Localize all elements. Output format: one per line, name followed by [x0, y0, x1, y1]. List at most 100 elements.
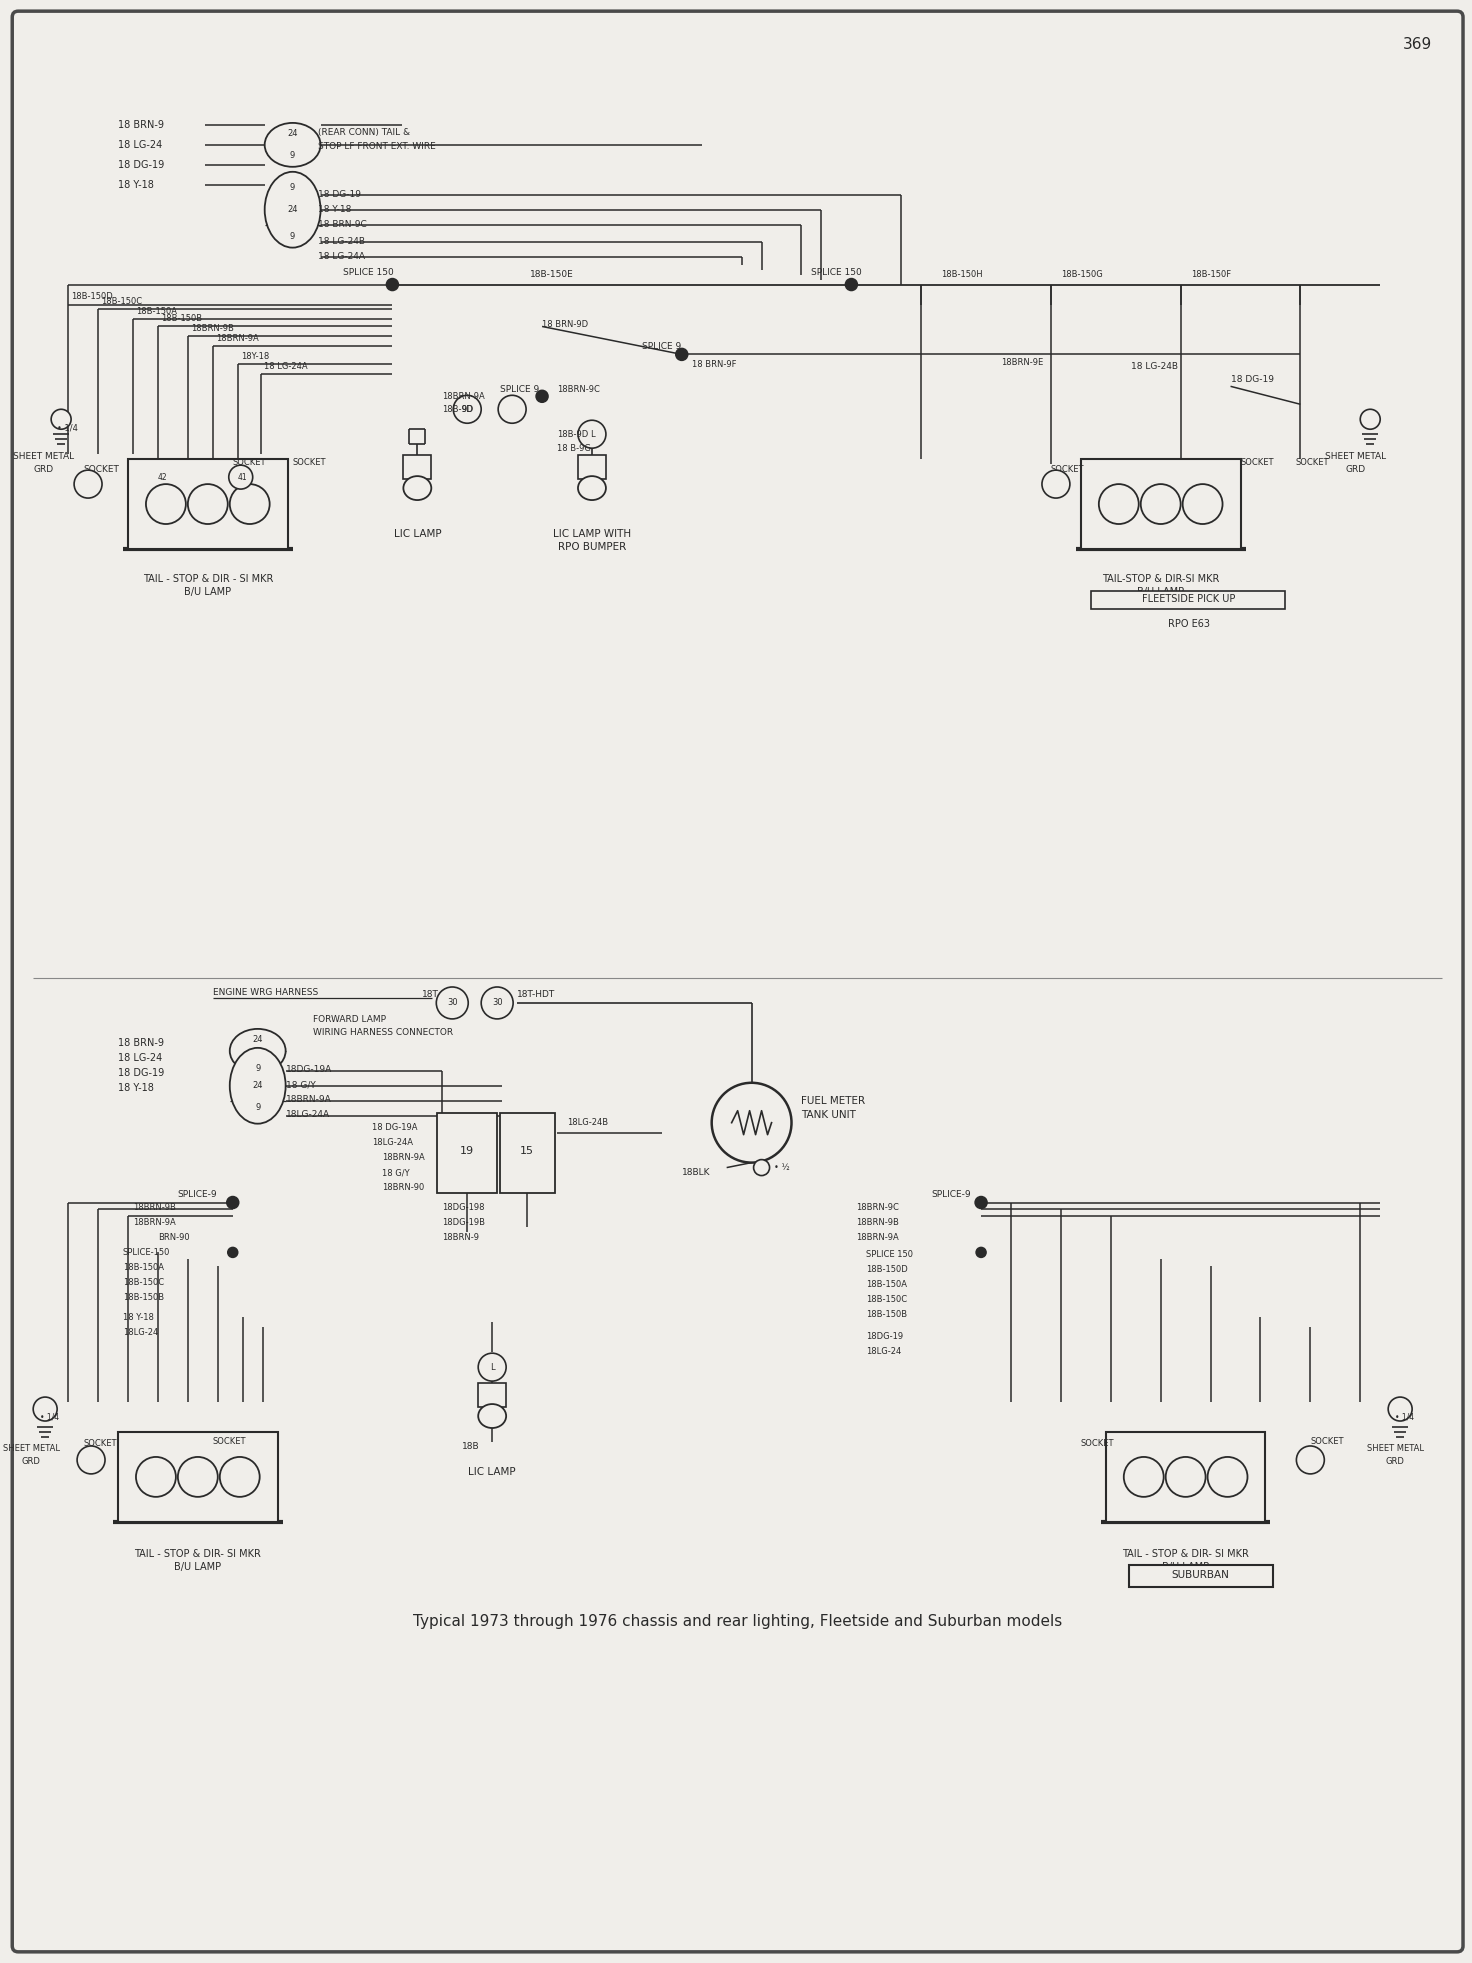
Text: 18LG-24A: 18LG-24A: [372, 1139, 414, 1146]
Text: SUBURBAN: SUBURBAN: [1172, 1570, 1229, 1580]
Text: 18 LG-24: 18 LG-24: [118, 139, 162, 149]
Bar: [118, 1431, 278, 1521]
Text: 18 BRN-9: 18 BRN-9: [118, 120, 163, 130]
Text: B/U LAMP: B/U LAMP: [174, 1563, 221, 1572]
Text: 18 DG-19: 18 DG-19: [118, 1068, 165, 1078]
Ellipse shape: [265, 173, 321, 247]
Circle shape: [676, 347, 687, 361]
Text: 30: 30: [492, 999, 502, 1007]
Text: 18BLK: 18BLK: [682, 1168, 711, 1178]
Text: 18BRN-9B: 18BRN-9B: [857, 1217, 899, 1227]
Text: 18 BRN-9: 18 BRN-9: [118, 1038, 163, 1048]
Text: SPLICE-9: SPLICE-9: [178, 1190, 218, 1199]
Text: • ½: • ½: [774, 1164, 789, 1172]
Circle shape: [1297, 1447, 1325, 1474]
Text: 18BRN-9C: 18BRN-9C: [556, 385, 601, 395]
Text: 18 Y-18: 18 Y-18: [318, 206, 350, 214]
Text: 9: 9: [290, 151, 296, 161]
Text: 18B-150E: 18B-150E: [530, 271, 574, 279]
Text: 18B-150A: 18B-150A: [124, 1262, 163, 1272]
Text: 18BRN-9: 18BRN-9: [442, 1233, 480, 1243]
Text: 18B-150H: 18B-150H: [941, 271, 983, 279]
Text: SPLICE-150: SPLICE-150: [124, 1248, 171, 1256]
Text: FUEL METER: FUEL METER: [801, 1095, 866, 1105]
Ellipse shape: [578, 477, 606, 501]
Bar: [128, 459, 287, 550]
Text: 18BRN-9B: 18BRN-9B: [191, 324, 234, 334]
Bar: [403, 455, 431, 479]
Text: 18 LG-24B: 18 LG-24B: [1130, 361, 1178, 371]
Text: (REAR CONN) TAIL &: (REAR CONN) TAIL &: [318, 128, 409, 137]
Text: 18 LG-24: 18 LG-24: [118, 1052, 162, 1062]
Text: 18 DG-19: 18 DG-19: [1231, 375, 1273, 385]
Text: 18B: 18B: [462, 1443, 480, 1451]
Text: SOCKET: SOCKET: [1051, 465, 1085, 473]
Text: L: L: [590, 430, 595, 438]
Circle shape: [746, 1139, 757, 1148]
Circle shape: [219, 1457, 259, 1498]
Circle shape: [146, 485, 185, 524]
Text: Typical 1973 through 1976 chassis and rear lighting, Fleetside and Suburban mode: Typical 1973 through 1976 chassis and re…: [414, 1614, 1063, 1629]
Text: B/U LAMP: B/U LAMP: [1161, 1563, 1209, 1572]
Text: WIRING HARNESS CONNECTOR: WIRING HARNESS CONNECTOR: [312, 1029, 453, 1036]
Text: 18DG-19A: 18DG-19A: [286, 1066, 331, 1074]
Circle shape: [754, 1160, 770, 1176]
Text: 18B-150B: 18B-150B: [867, 1309, 907, 1319]
Text: SOCKET: SOCKET: [1295, 457, 1329, 467]
Text: SHEET METAL: SHEET METAL: [13, 451, 74, 461]
Text: SOCKET: SOCKET: [82, 1439, 116, 1449]
Text: 18B-9D: 18B-9D: [556, 430, 589, 438]
Text: 18B-150G: 18B-150G: [1061, 271, 1103, 279]
Text: 18BRN-9A: 18BRN-9A: [286, 1095, 331, 1105]
Text: 18LG-24: 18LG-24: [124, 1327, 159, 1337]
Circle shape: [228, 465, 253, 489]
Text: 9: 9: [255, 1103, 261, 1113]
FancyBboxPatch shape: [12, 12, 1463, 1951]
Bar: [437, 1113, 498, 1194]
Circle shape: [230, 485, 269, 524]
Text: 9: 9: [255, 1058, 261, 1066]
Text: L: L: [490, 1362, 495, 1372]
Circle shape: [436, 987, 468, 1019]
Text: 41: 41: [238, 473, 247, 481]
Text: 18 DG-19: 18 DG-19: [118, 159, 165, 171]
Circle shape: [1123, 1457, 1164, 1498]
Circle shape: [188, 485, 228, 524]
Text: • 1/4: • 1/4: [1395, 1413, 1415, 1421]
Text: 18 Y-18: 18 Y-18: [124, 1313, 155, 1321]
Text: 18 DG-19A: 18 DG-19A: [372, 1123, 418, 1133]
Circle shape: [578, 420, 606, 448]
Text: TAIL - STOP & DIR- SI MKR: TAIL - STOP & DIR- SI MKR: [134, 1549, 261, 1559]
Text: 18 Y-18: 18 Y-18: [118, 1084, 155, 1093]
Text: 18LG-24A: 18LG-24A: [286, 1111, 330, 1119]
Text: SPLICE 9: SPLICE 9: [642, 342, 682, 351]
Text: 18BRN-9A: 18BRN-9A: [132, 1217, 175, 1227]
Text: GRD: GRD: [22, 1457, 41, 1466]
Text: SOCKET: SOCKET: [1241, 457, 1273, 467]
Circle shape: [227, 1197, 238, 1209]
Circle shape: [52, 408, 71, 430]
Bar: [500, 1113, 555, 1194]
Text: TAIL - STOP & DIR - SI MKR: TAIL - STOP & DIR - SI MKR: [143, 573, 272, 583]
Text: SHEET METAL: SHEET METAL: [1366, 1445, 1423, 1453]
Text: • 1/4: • 1/4: [40, 1413, 59, 1421]
Circle shape: [1141, 485, 1181, 524]
Circle shape: [1166, 1457, 1206, 1498]
Ellipse shape: [403, 477, 431, 501]
Text: FORWARD LAMP: FORWARD LAMP: [312, 1015, 386, 1025]
Ellipse shape: [478, 1404, 506, 1427]
Text: GRD: GRD: [32, 465, 53, 473]
Text: 18 G/Y: 18 G/Y: [286, 1080, 315, 1089]
Text: LIC LAMP WITH: LIC LAMP WITH: [553, 528, 631, 540]
Text: 18DG-198: 18DG-198: [442, 1203, 484, 1211]
Text: 18B-150F: 18B-150F: [1191, 271, 1231, 279]
Bar: [478, 1384, 506, 1407]
Text: 18 LG-24B: 18 LG-24B: [318, 238, 365, 245]
Circle shape: [228, 1247, 238, 1258]
Text: RPO BUMPER: RPO BUMPER: [558, 542, 626, 552]
Bar: [1091, 591, 1285, 609]
Circle shape: [481, 987, 514, 1019]
Text: 9: 9: [255, 1064, 261, 1074]
Text: 18BRN-9A: 18BRN-9A: [383, 1152, 425, 1162]
Text: TANK UNIT: TANK UNIT: [801, 1109, 857, 1119]
